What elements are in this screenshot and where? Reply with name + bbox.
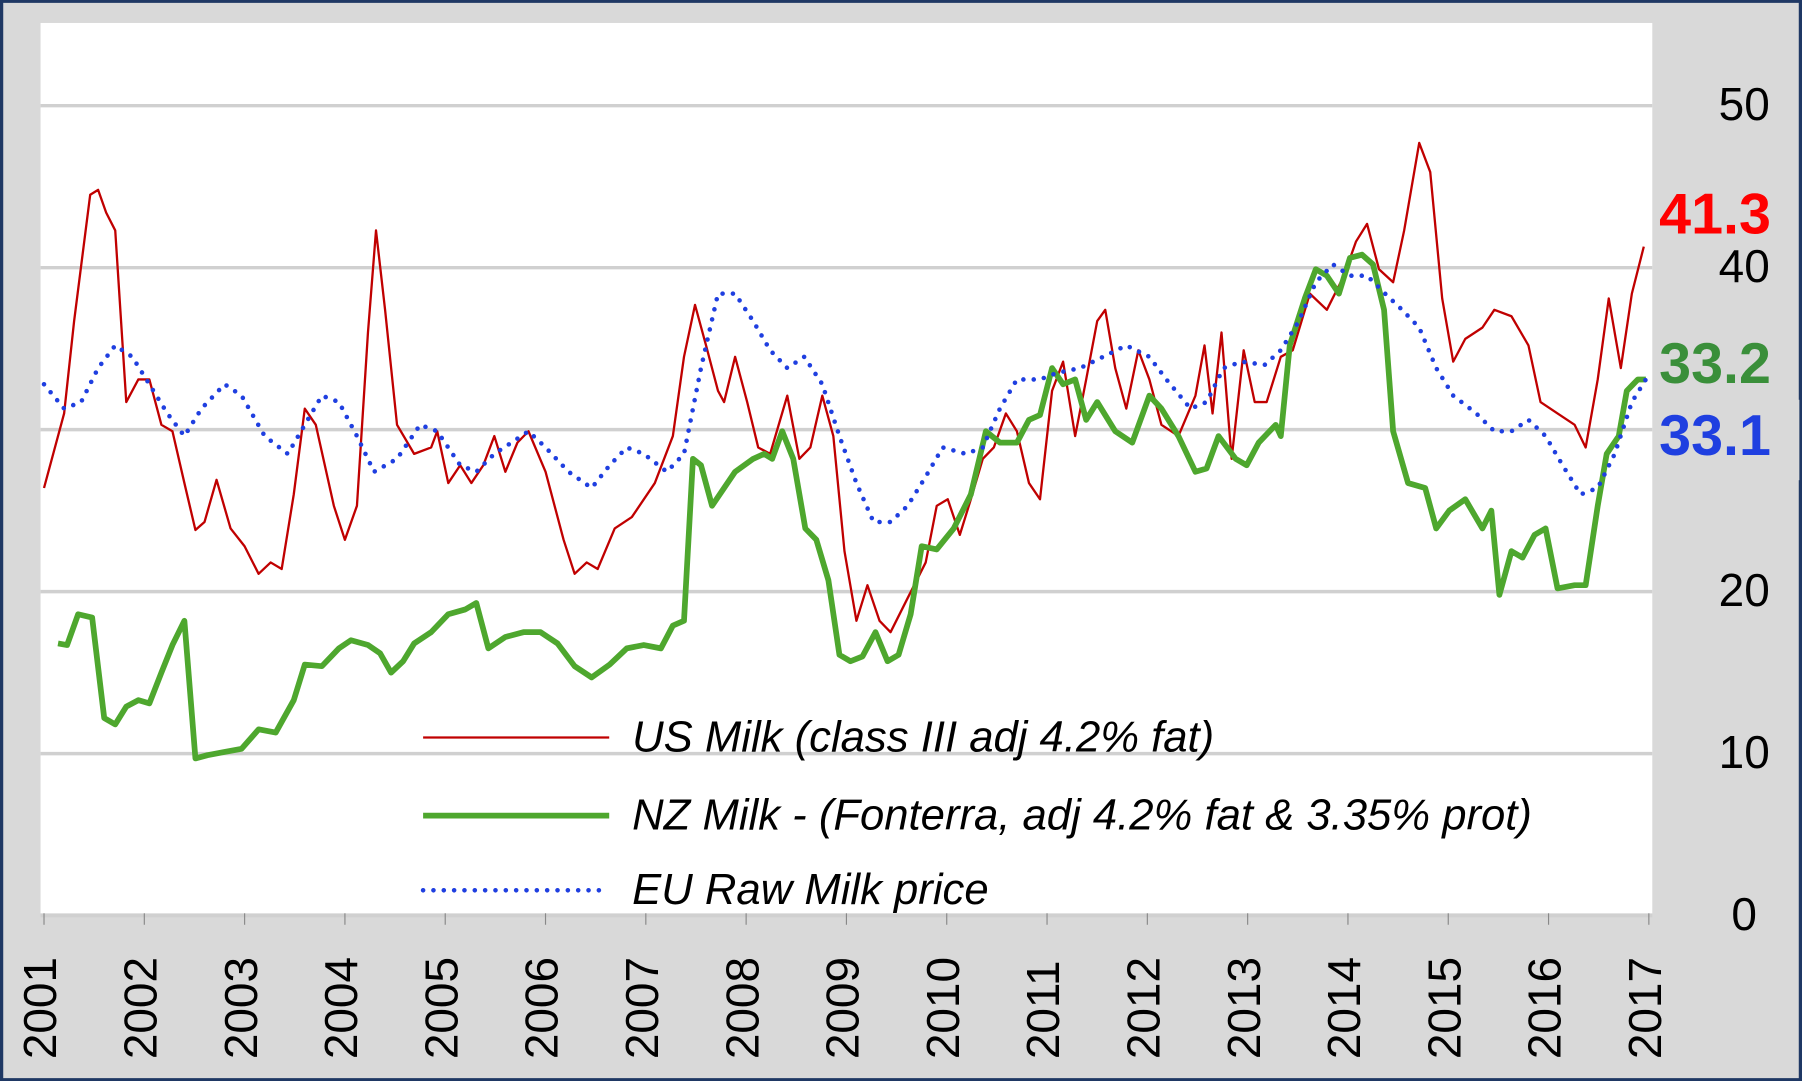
x-tick-label: 2006 [516, 957, 568, 1059]
y-tick-label: 40 [1719, 240, 1770, 292]
x-tick-label: 2003 [215, 957, 267, 1059]
end-label: 33.2 [1659, 332, 1771, 396]
lines [41, 141, 1649, 762]
y-tick-label: 0 [1731, 888, 1757, 940]
x-tick-label: 2011 [1017, 960, 1069, 1059]
y-tick-label: 10 [1719, 726, 1770, 778]
x-tick-label: 2015 [1418, 957, 1470, 1059]
legend-label: EU Raw Milk price [632, 865, 988, 914]
y-tick-label: 20 [1719, 564, 1770, 616]
annotation-backdrop [1654, 399, 1800, 481]
end-label: 41.3 [1659, 182, 1771, 246]
y-tick-label: 50 [1719, 78, 1770, 130]
legend-label: US Milk (class III adj 4.2% fat) [632, 712, 1214, 761]
x-tick-label: 2005 [415, 957, 467, 1059]
series-line [57, 251, 1646, 762]
x-tick-label: 2014 [1318, 957, 1370, 1059]
x-tick-label: 2002 [114, 957, 166, 1059]
x-tick-label: 2016 [1519, 957, 1571, 1059]
x-tick-label: 2013 [1218, 957, 1270, 1059]
series-line [41, 262, 1649, 525]
x-tick-label: 2012 [1117, 957, 1169, 1059]
x-tick-label: 2004 [315, 957, 367, 1059]
x-tick-label: 2008 [716, 957, 768, 1059]
x-tick-label: 2007 [616, 957, 668, 1059]
x-tick-label: 2001 [14, 957, 66, 1059]
x-tick-label: 2009 [817, 957, 869, 1059]
overlay: US Milk (class III adj 4.2% fat) NZ Milk … [420, 182, 1800, 914]
x-tick-label: 2017 [1619, 957, 1671, 1059]
series-line [42, 141, 1645, 634]
plot-area [40, 22, 1653, 914]
x-tick-label: 2010 [917, 957, 969, 1059]
legend-label: NZ Milk - (Fonterra, adj 4.2% fat & 3.35… [632, 790, 1532, 839]
end-label: 33.1 [1659, 404, 1771, 468]
grid: 0102030405020012002200320042005200620072… [14, 78, 1770, 1059]
